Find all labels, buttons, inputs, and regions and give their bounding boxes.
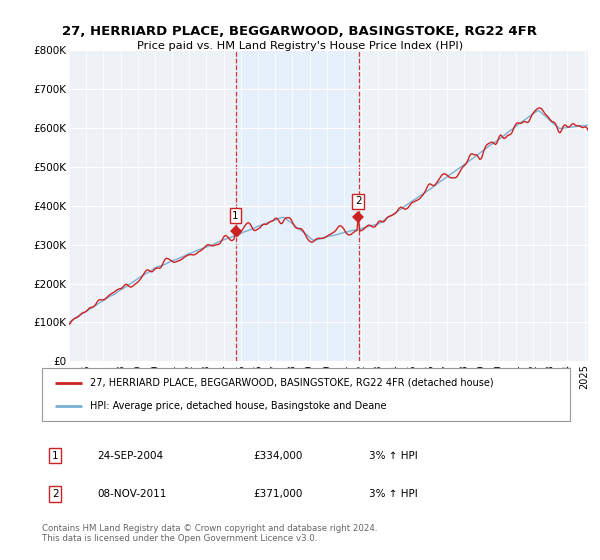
Text: 3% ↑ HPI: 3% ↑ HPI	[370, 450, 418, 460]
Text: 1: 1	[52, 450, 59, 460]
Bar	[236, 50, 359, 361]
Text: £334,000: £334,000	[253, 450, 302, 460]
Text: 08-NOV-2011: 08-NOV-2011	[97, 489, 167, 499]
Text: 24-SEP-2004: 24-SEP-2004	[97, 450, 164, 460]
Text: 27, HERRIARD PLACE, BEGGARWOOD, BASINGSTOKE, RG22 4FR (detached house): 27, HERRIARD PLACE, BEGGARWOOD, BASINGST…	[89, 378, 493, 388]
Text: HPI: Average price, detached house, Basingstoke and Deane: HPI: Average price, detached house, Basi…	[89, 401, 386, 411]
Text: 27, HERRIARD PLACE, BEGGARWOOD, BASINGSTOKE, RG22 4FR: 27, HERRIARD PLACE, BEGGARWOOD, BASINGST…	[62, 25, 538, 38]
Text: £371,000: £371,000	[253, 489, 302, 499]
Text: 1: 1	[232, 211, 239, 221]
Text: Price paid vs. HM Land Registry's House Price Index (HPI): Price paid vs. HM Land Registry's House …	[137, 41, 463, 51]
Text: 2: 2	[355, 196, 362, 206]
Text: 3% ↑ HPI: 3% ↑ HPI	[370, 489, 418, 499]
Text: Contains HM Land Registry data © Crown copyright and database right 2024.
This d: Contains HM Land Registry data © Crown c…	[42, 524, 377, 543]
Text: 2: 2	[52, 489, 59, 499]
